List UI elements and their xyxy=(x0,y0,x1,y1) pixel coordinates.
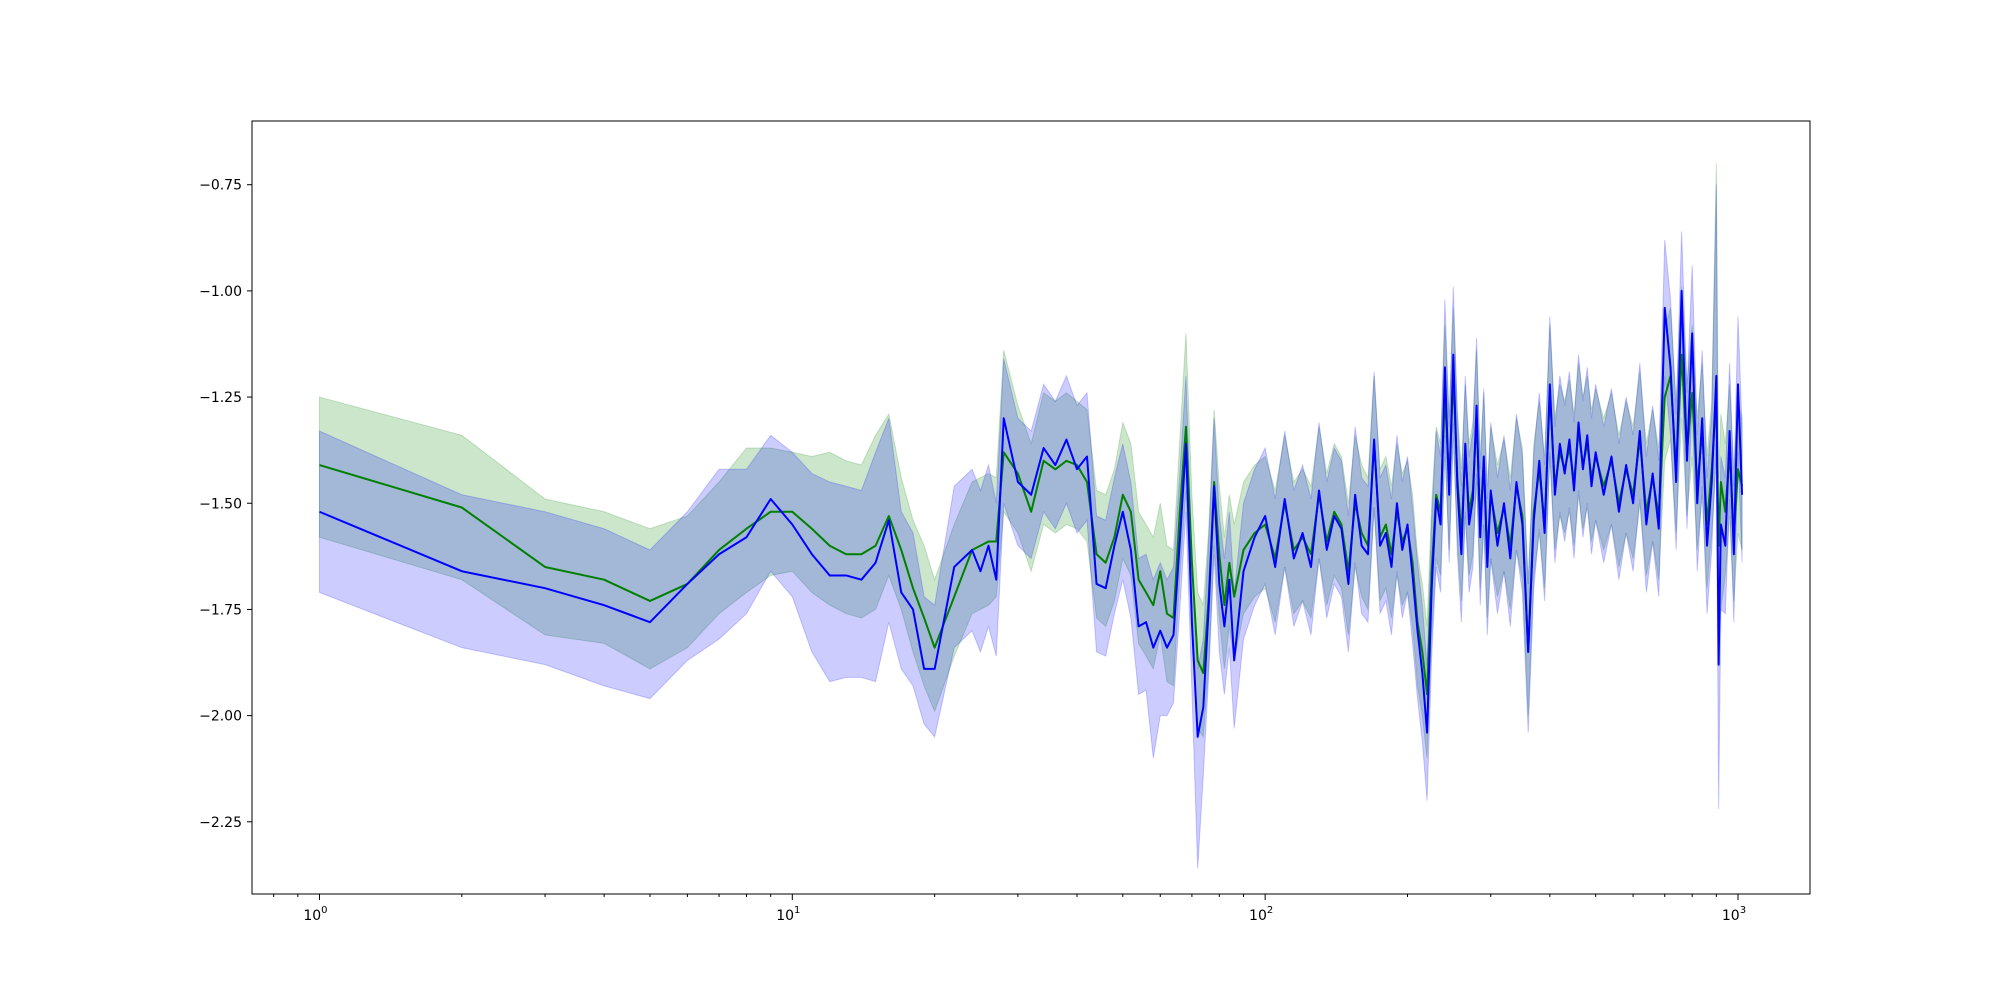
x-tick-label: 103 xyxy=(1722,905,1746,924)
y-tick-label: −1.50 xyxy=(199,496,242,512)
series-1-band xyxy=(318,163,1743,759)
y-tick-label: −2.00 xyxy=(199,709,242,725)
series-2-line xyxy=(319,289,1744,738)
y-tick-label: −0.75 xyxy=(199,178,242,194)
y-tick-label: −1.25 xyxy=(199,390,242,406)
x-tick-label: 101 xyxy=(776,905,800,924)
series-2-band xyxy=(318,184,1743,869)
x-axis: 100 101 102 103 xyxy=(273,894,1746,924)
x-tick-label: 102 xyxy=(1249,905,1273,924)
series-lines xyxy=(319,289,1744,738)
y-tick-label: −1.75 xyxy=(199,602,242,618)
y-axis: −0.75 −1.00 −1.25 −1.50 −1.75 −2.00 −2.25 xyxy=(199,178,252,831)
confidence-bands xyxy=(318,163,1743,869)
x-tick-label: 100 xyxy=(303,905,327,924)
plot-area-frame xyxy=(251,120,1811,895)
y-tick-label: −1.00 xyxy=(199,284,242,300)
y-tick-label: −2.25 xyxy=(199,815,242,831)
